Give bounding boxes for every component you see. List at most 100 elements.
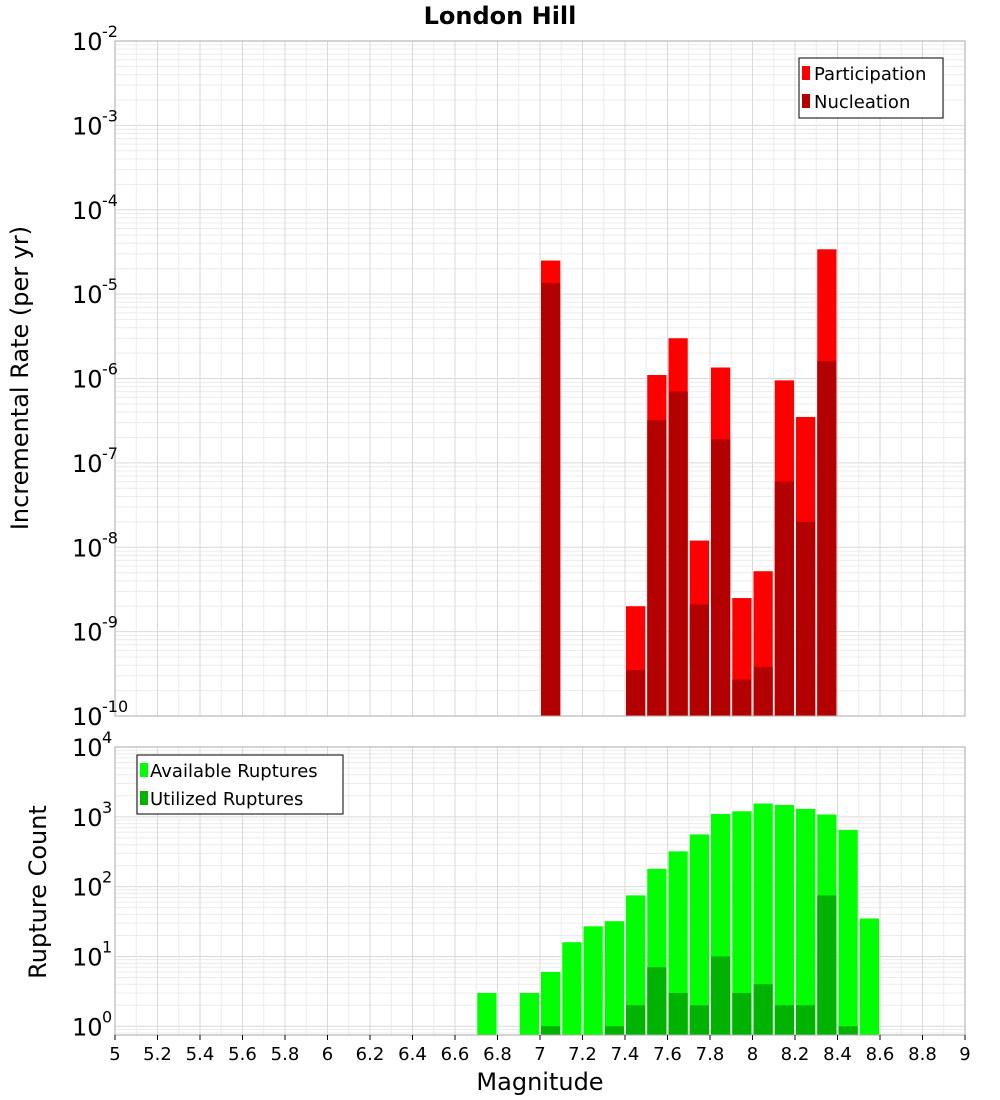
bottom-legend: Available Ruptures Utilized Ruptures: [136, 754, 344, 815]
y-tick-base: 10: [72, 804, 103, 832]
utilized-ruptures-bar: [732, 992, 752, 1035]
x-tick-label: 6.6: [441, 1044, 470, 1065]
y-tick-exponent: 4: [102, 728, 112, 747]
nucleation-bar: [732, 679, 752, 716]
available-ruptures-bar: [541, 971, 561, 1035]
nucleation-bar: [774, 481, 794, 716]
top-plot-frame: [114, 40, 966, 717]
x-tick-label: 6.2: [356, 1044, 385, 1065]
nucleation-bar: [668, 391, 688, 716]
y-tick-label: 10 1: [72, 937, 112, 971]
available-ruptures-bar: [668, 851, 688, 1035]
x-tick-label: 8.8: [908, 1044, 937, 1065]
x-tick-label: 6: [322, 1044, 333, 1065]
utilized-ruptures-bar: [668, 992, 688, 1035]
x-tick-label: 7.4: [611, 1044, 640, 1065]
y-tick-exponent: 0: [102, 1007, 112, 1026]
y-tick-exponent: 2: [102, 868, 112, 887]
utilized-ruptures-bar: [753, 984, 773, 1035]
available-ruptures-bar: [562, 942, 582, 1035]
y-tick-label: 10 -5: [72, 275, 118, 309]
x-tick-label: 7.8: [696, 1044, 725, 1065]
x-axis-label: Magnitude: [476, 1068, 603, 1096]
x-tick-label: 7: [534, 1044, 545, 1065]
x-tick-label: 6.4: [398, 1044, 427, 1065]
y-tick-label: 10 2: [72, 868, 112, 902]
nucleation-bar: [626, 670, 646, 716]
y-tick-base: 10: [72, 281, 103, 309]
y-tick-exponent: -9: [102, 613, 118, 632]
y-tick-label: 10 -10: [72, 697, 128, 731]
top-y-axis-label: Incremental Rate (per yr): [6, 226, 34, 530]
utilized-ruptures-bar: [711, 956, 731, 1035]
x-tick-label: 7.2: [568, 1044, 597, 1065]
y-tick-label: 10 -3: [72, 106, 118, 140]
y-tick-exponent: -7: [102, 444, 118, 463]
nucleation-bar: [796, 521, 816, 716]
available-ruptures-bar: [626, 895, 646, 1035]
bottom-plot-bars: [477, 803, 879, 1035]
x-tick-label: 8.4: [823, 1044, 852, 1065]
y-tick-base: 10: [72, 619, 103, 647]
legend-label-participation: Participation: [814, 64, 926, 85]
y-tick-exponent: 1: [102, 937, 112, 956]
x-tick-label: 9: [959, 1044, 970, 1065]
y-tick-exponent: -2: [102, 22, 118, 41]
nucleation-bar: [689, 604, 709, 716]
available-ruptures-bar: [604, 921, 624, 1035]
top-plot-bars: [541, 249, 837, 716]
legend-swatch-available-ruptures: [140, 763, 148, 777]
legend-swatch-participation: [802, 66, 810, 80]
y-tick-label: 10 0: [72, 1007, 112, 1041]
y-tick-label: 10 -4: [72, 191, 118, 225]
utilized-ruptures-bar: [647, 967, 667, 1035]
bottom-y-axis-label: Rupture Count: [24, 805, 52, 979]
utilized-ruptures-bar: [689, 1005, 709, 1035]
bottom-legend-box: [136, 754, 344, 815]
y-tick-exponent: -5: [102, 275, 118, 294]
y-tick-exponent: -4: [102, 191, 118, 210]
top-legend-box: [798, 57, 944, 119]
y-tick-base: 10: [72, 112, 103, 140]
y-tick-base: 10: [72, 534, 103, 562]
x-ticks: 5 5.2 5.4 5.6 5.8 6 6.2 6.4 6.6 6.8 7 7.2 7.4 7.6 7.8 8…: [109, 1035, 971, 1065]
utilized-ruptures-bar: [626, 1005, 646, 1035]
y-tick-exponent: -3: [102, 106, 118, 125]
y-tick-exponent: -8: [102, 528, 118, 547]
y-tick-base: 10: [72, 450, 103, 478]
x-tick-label: 5.4: [186, 1044, 215, 1065]
x-tick-label: 5.2: [143, 1044, 172, 1065]
x-tick-label: 6.8: [483, 1044, 512, 1065]
x-tick-label: 8.2: [781, 1044, 810, 1065]
legend-swatch-nucleation: [802, 94, 810, 108]
legend-label-available-ruptures: Available Ruptures: [150, 761, 318, 782]
y-tick-base: 10: [72, 874, 103, 902]
y-tick-base: 10: [72, 197, 103, 225]
nucleation-bar: [753, 667, 773, 716]
y-tick-label: 10 4: [72, 728, 112, 762]
nucleation-bar: [647, 420, 667, 716]
y-tick-label: 10 3: [72, 798, 112, 832]
available-ruptures-bar: [732, 811, 752, 1035]
utilized-ruptures-bar: [817, 895, 837, 1035]
y-tick-exponent: -10: [102, 697, 128, 716]
nucleation-bar: [711, 439, 731, 716]
available-ruptures-bar: [774, 804, 794, 1035]
legend-label-utilized-ruptures: Utilized Ruptures: [150, 789, 303, 810]
available-ruptures-bar: [689, 834, 709, 1035]
x-tick-label: 8.6: [866, 1044, 895, 1065]
available-ruptures-bar: [859, 918, 879, 1035]
y-tick-exponent: -6: [102, 360, 118, 379]
y-tick-base: 10: [72, 1013, 103, 1041]
top-legend: Participation Nucleation: [798, 57, 944, 119]
y-tick-base: 10: [72, 366, 103, 394]
y-tick-base: 10: [72, 703, 103, 731]
available-ruptures-bar: [753, 803, 773, 1035]
available-ruptures-bar: [838, 829, 858, 1035]
utilized-ruptures-bar: [604, 1026, 624, 1035]
y-tick-label: 10 -9: [72, 613, 118, 647]
utilized-ruptures-bar: [774, 1005, 794, 1035]
x-tick-label: 5.8: [271, 1044, 300, 1065]
nucleation-bar: [541, 283, 561, 716]
